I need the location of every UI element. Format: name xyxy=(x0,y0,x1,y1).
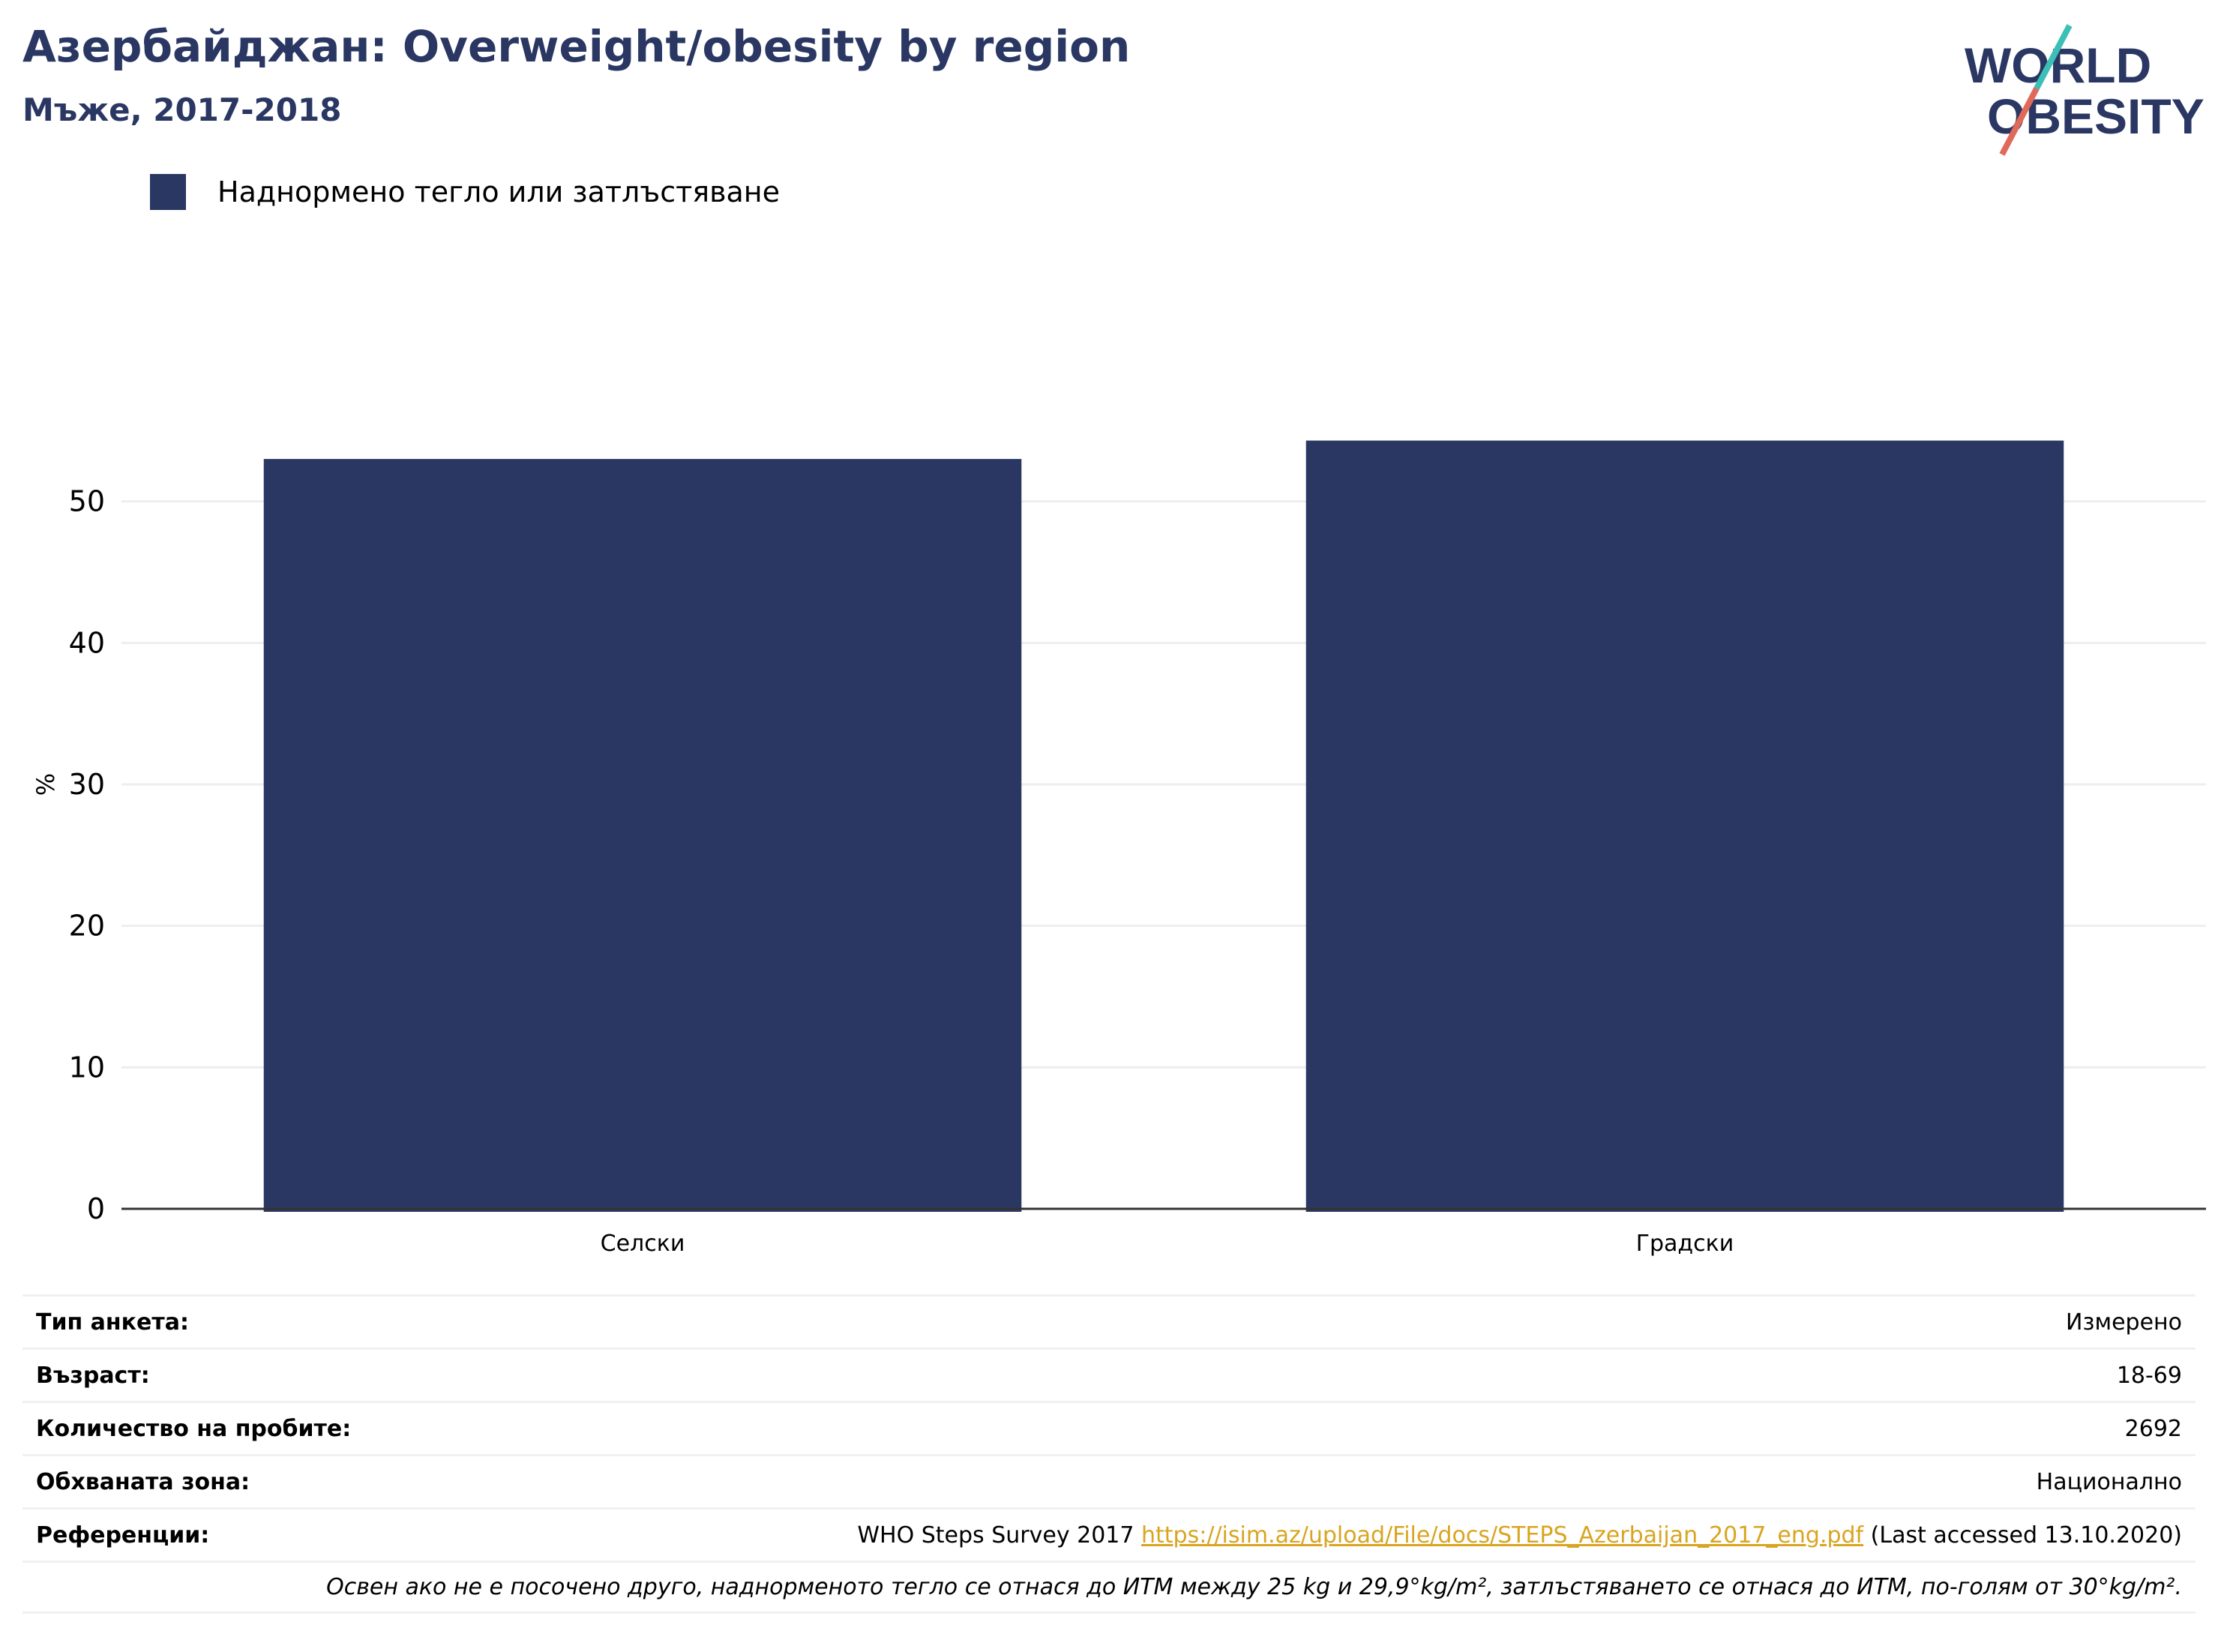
page-subtitle: Мъже, 2017-2018 xyxy=(22,91,342,128)
info-row-age: Възраст: 18-69 xyxy=(22,1348,2196,1401)
bar xyxy=(1305,440,2064,1212)
info-key: Възраст: xyxy=(36,1362,150,1389)
survey-info-table: Тип анкета: Измерено Възраст: 18-69 Коли… xyxy=(22,1294,2196,1614)
reference-value: WHO Steps Survey 2017 https://isim.az/up… xyxy=(857,1522,2182,1549)
info-key: Количество на пробите: xyxy=(36,1415,352,1442)
y-axis-title: % xyxy=(31,773,60,796)
y-tick-label: 10 xyxy=(69,1051,105,1084)
x-tick-label: Градски xyxy=(1636,1231,1734,1257)
info-key: Обхваната зона: xyxy=(36,1468,250,1495)
info-value: 18-69 xyxy=(2116,1362,2182,1389)
x-tick-label: Селски xyxy=(601,1231,685,1257)
legend-label: Наднормено тегло или затлъстяване xyxy=(217,175,780,208)
page-title: Азербайджан: Overweight/obesity by regio… xyxy=(22,21,1131,72)
y-tick-label: 30 xyxy=(69,768,105,801)
info-row-references: Референции: WHO Steps Survey 2017 https:… xyxy=(22,1507,2196,1561)
info-value: Измерено xyxy=(2066,1309,2182,1336)
logo-slash-top xyxy=(2034,24,2073,90)
info-key: Тип анкета: xyxy=(36,1309,189,1336)
logo-slash-bottom xyxy=(1999,87,2040,156)
bar-chart: 0 10 20 30 40 50% Селски Градски xyxy=(31,440,2206,1257)
y-tick-label: 20 xyxy=(69,910,105,943)
y-tick-label: 0 xyxy=(87,1192,105,1225)
reference-suffix: (Last accessed 13.10.2020) xyxy=(1870,1522,2182,1549)
info-row-sample-size: Количество на пробите: 2692 xyxy=(22,1401,2196,1454)
y-tick-label: 40 xyxy=(69,626,105,659)
y-tick-label: 50 xyxy=(69,485,105,518)
info-value: Национално xyxy=(2036,1468,2182,1495)
info-row-note: Освен ако не е посочено друго, наднормен… xyxy=(22,1561,2196,1614)
bar xyxy=(263,459,1022,1212)
info-value: 2692 xyxy=(2124,1415,2182,1442)
info-key: Референции: xyxy=(36,1522,210,1549)
info-row-survey-type: Тип анкета: Измерено xyxy=(22,1294,2196,1348)
info-row-area-covered: Обхваната зона: Национално xyxy=(22,1454,2196,1507)
reference-prefix: WHO Steps Survey 2017 xyxy=(857,1522,1134,1549)
legend-swatch xyxy=(150,174,186,210)
chart-legend: Наднормено тегло или затлъстяване xyxy=(150,174,780,210)
definition-note: Освен ако не е посочено друго, наднормен… xyxy=(326,1574,2182,1600)
reference-link[interactable]: https://isim.az/upload/File/docs/STEPS_A… xyxy=(1141,1522,1864,1549)
world-obesity-logo: WORLD OBESITY xyxy=(1965,24,2205,156)
